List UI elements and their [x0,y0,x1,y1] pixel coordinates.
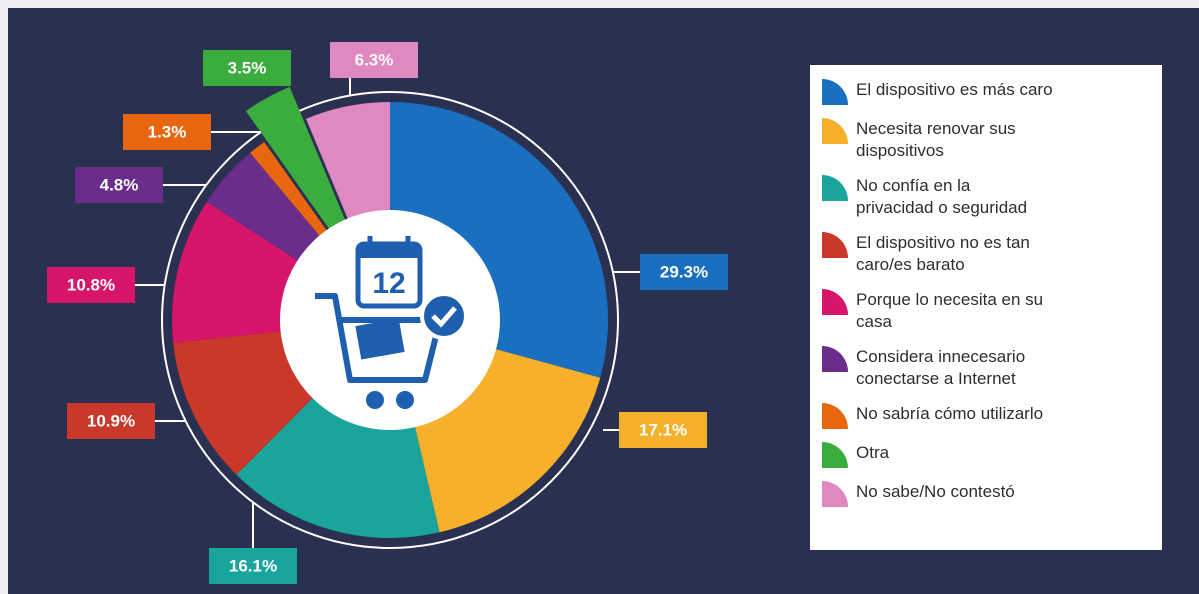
label-box [203,50,291,86]
label-box [47,267,135,303]
legend-label: El dispositivo no es tan caro/es barato [856,233,1030,274]
legend-item: Porque lo necesita en su casa [822,289,1066,333]
legend-label: Necesita renovar sus dispositivos [856,119,1016,160]
value-label: 3.5% [228,58,267,77]
legend-item: Otra [822,442,1096,468]
legend-swatch [822,232,848,258]
label-box [619,412,707,448]
legend-item: No sabría cómo utilizarlo [822,403,1096,429]
value-label: 1.3% [148,122,187,141]
labels: 29.3% 17.1% 16.1% 10.9% 10.8% 4.8% 1.3% 3.5% 6.3… [47,42,728,584]
cart-box [355,318,405,360]
legend-item: No confía en la privacidad o seguridad [822,175,1046,219]
legend: El dispositivo es más caro Necesita renov… [810,65,1162,550]
legend-label: Considera innecesario conectarse a Inter… [856,347,1026,388]
legend-swatch [822,442,848,468]
legend-swatch [822,346,848,372]
label-box [330,42,418,78]
label-box [640,254,728,290]
legend-swatch [822,79,848,105]
value-label: 6.3% [355,50,394,69]
value-label: 17.1% [639,420,687,439]
check-circle [420,292,468,340]
value-label: 29.3% [660,262,708,281]
legend-label: No sabe/No contestó [856,482,1015,501]
legend-swatch [822,289,848,315]
legend-swatch [822,403,848,429]
legend-label: No sabría cómo utilizarlo [856,404,1044,423]
wheel [396,391,414,409]
value-label: 10.9% [87,411,135,430]
label-box [67,403,155,439]
value-label: 4.8% [100,175,139,194]
value-label: 10.8% [67,275,115,294]
legend-swatch [822,175,848,201]
legend-label: El dispositivo es más caro [856,80,1053,99]
legend-item: No sabe/No contestó [822,481,1096,507]
legend-item: Considera innecesario conectarse a Inter… [822,346,1056,390]
legend-label: Otra [856,443,890,462]
legend-item: Necesita renovar sus dispositivos [822,118,1056,162]
calendar-top [358,244,420,258]
legend-item: El dispositivo es más caro [822,79,1096,105]
legend-swatch [822,481,848,507]
wheel [366,391,384,409]
legend-label: Porque lo necesita en su casa [856,290,1044,331]
value-label: 16.1% [229,556,277,575]
label-box [209,548,297,584]
legend-label: No confía en la privacidad o seguridad [856,176,1028,217]
check [431,306,457,328]
ring [161,91,619,549]
calendar-day: 12 [372,267,405,300]
legend-swatch [822,118,848,144]
center-icon: 12 [280,210,500,430]
legend-item: El dispositivo no es tan caro/es barato [822,232,1061,276]
label-box [123,114,211,150]
label-box [75,167,163,203]
